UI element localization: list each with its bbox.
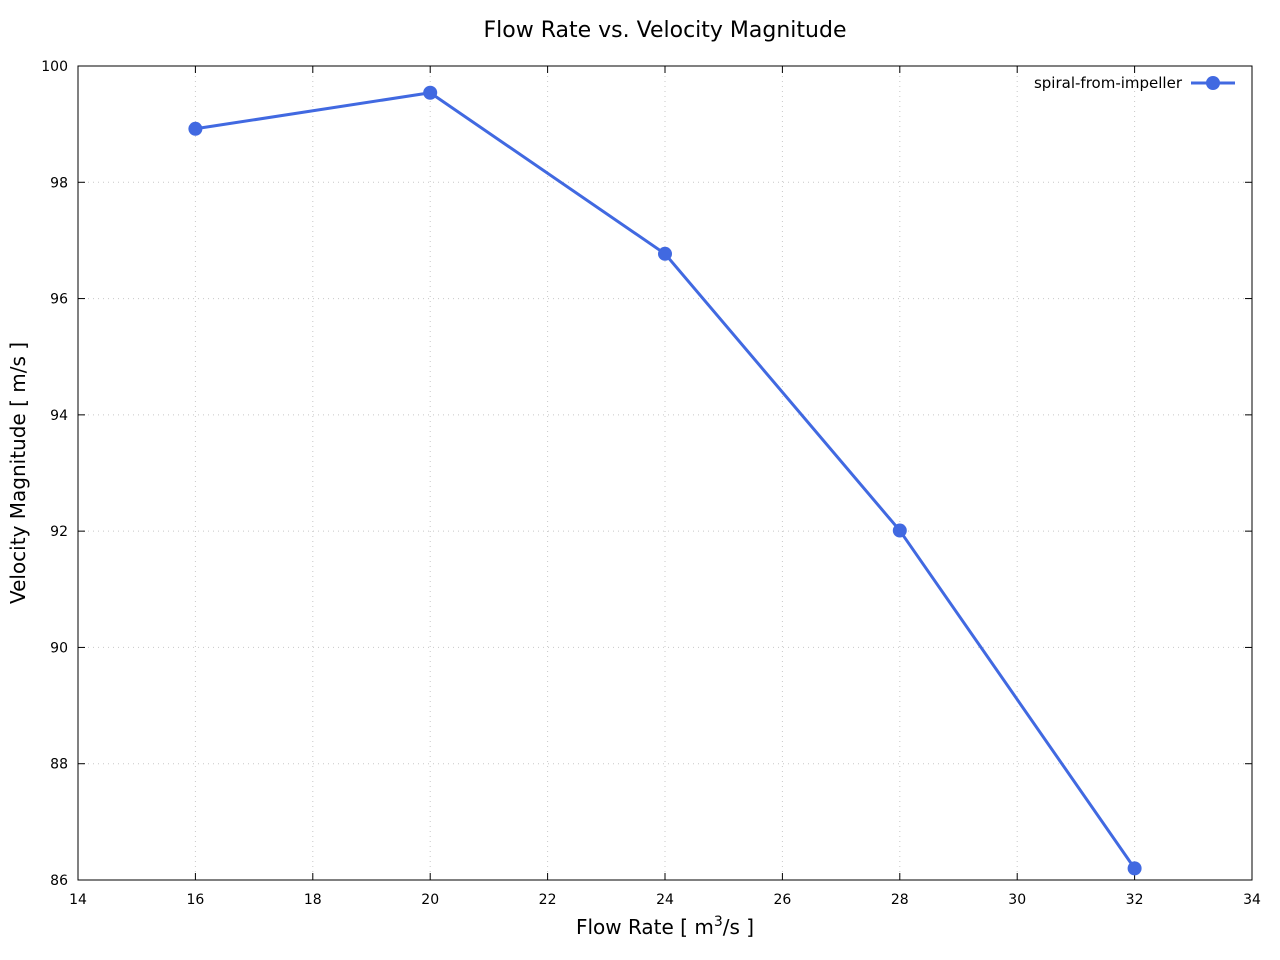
y-tick-label: 94: [50, 408, 68, 424]
x-tick-label: 32: [1126, 892, 1144, 908]
axis-ticks: [77, 65, 1253, 881]
grid-lines: [78, 66, 1252, 880]
data-point: [658, 246, 672, 261]
data-point: [1127, 861, 1142, 876]
y-axis-tick-labels: 86 88 90 92 94 96 98 100: [41, 59, 68, 889]
y-tick-label: 100: [41, 59, 68, 75]
plot-area-frame: [77, 65, 1253, 881]
legend: spiral-from-impeller: [1034, 74, 1235, 92]
x-axis-label-superscript: 3: [714, 914, 723, 930]
x-axis-tick-labels: 14 16 18 20 22 24 26 28 30 32 34: [69, 892, 1261, 908]
data-point: [892, 523, 907, 538]
x-tick-label: 14: [69, 892, 87, 908]
series-line-spiral-from-impeller: [195, 91, 1136, 870]
y-tick-label: 88: [50, 757, 68, 773]
x-tick-label: 28: [891, 892, 909, 908]
data-point: [188, 121, 203, 136]
x-tick-label: 22: [539, 892, 557, 908]
y-tick-label: 90: [50, 640, 68, 656]
y-tick-label: 92: [50, 524, 68, 540]
x-tick-label: 34: [1243, 892, 1261, 908]
x-axis-label-main: Flow Rate [ m: [576, 915, 714, 939]
x-tick-label: 24: [656, 892, 674, 908]
x-axis-label: Flow Rate [ m3/s ]: [576, 914, 754, 939]
data-point: [423, 85, 438, 100]
x-tick-label: 20: [421, 892, 439, 908]
y-tick-label: 98: [50, 175, 68, 191]
x-tick-label: 16: [186, 892, 204, 908]
x-tick-label: 18: [304, 892, 322, 908]
legend-series-marker: [1206, 76, 1220, 90]
x-tick-label: 30: [1008, 892, 1026, 908]
x-tick-label: 26: [773, 892, 791, 908]
legend-series-label: spiral-from-impeller: [1034, 74, 1183, 92]
y-axis-label: Velocity Magnitude [ m/s ]: [6, 342, 30, 604]
chart-title: Flow Rate vs. Velocity Magnitude: [484, 18, 847, 43]
series-layer: [188, 85, 1142, 876]
x-axis-label-unit: /s ]: [723, 915, 754, 939]
y-tick-label: 96: [50, 292, 68, 308]
y-tick-label: 86: [50, 873, 68, 889]
